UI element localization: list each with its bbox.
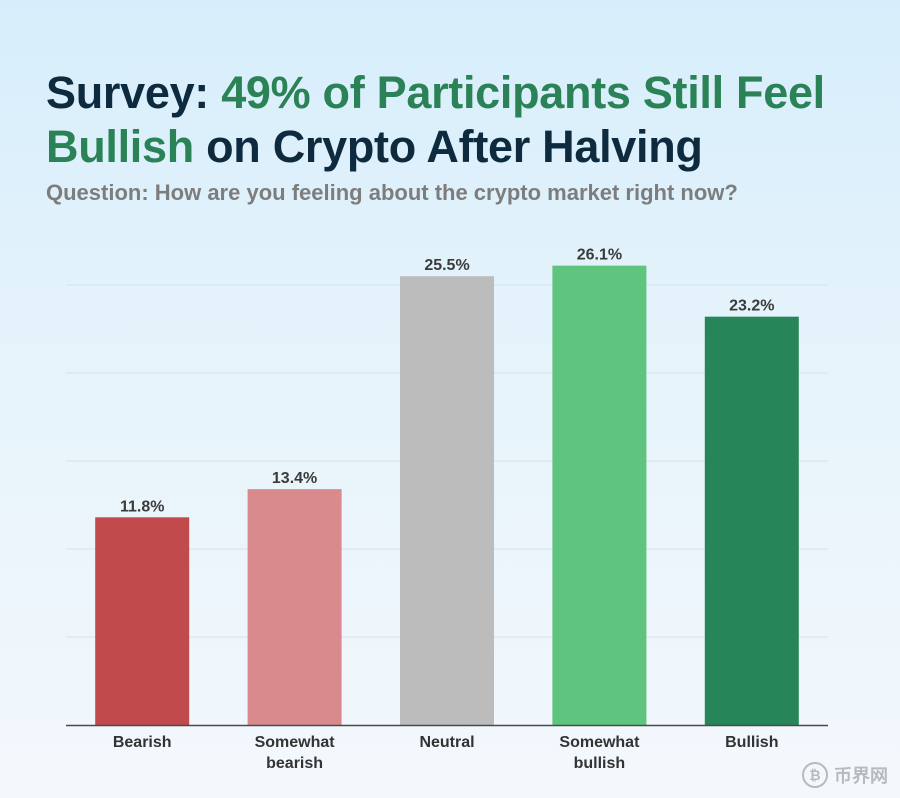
bar [400, 276, 494, 725]
chart-subtitle: Question: How are you feeling about the … [46, 180, 738, 205]
chart-title: Survey: 49% of Participants Still Feel B… [46, 66, 876, 174]
bar-value-label: 13.4% [272, 470, 317, 487]
title-part-1: Survey: [46, 67, 222, 118]
category-label-line2: bearish [266, 755, 323, 772]
category-label: Bearish [113, 734, 172, 751]
bar-value-label: 25.5% [424, 257, 469, 274]
watermark: ₿ 币界网 [802, 762, 888, 788]
bar-series: 11.8% Bearish 13.4% Somewhat bearish 25.5% Neu… [95, 247, 799, 772]
category-label: Bullish [725, 734, 778, 751]
category-label: Somewhat [255, 734, 336, 751]
bar [95, 517, 190, 725]
category-label: Somewhat [559, 734, 640, 751]
bitcoin-icon: ₿ [802, 762, 828, 788]
bar [552, 265, 647, 725]
bar-value-label: 23.2% [729, 298, 774, 315]
title-part-3: on Crypto After Halving [193, 121, 703, 172]
watermark-text: 币界网 [834, 766, 888, 786]
category-label-line2: bullish [574, 755, 626, 772]
bar-value-label: 11.8% [120, 498, 164, 515]
bar [247, 489, 342, 725]
bar [704, 316, 799, 725]
bar-value-label: 26.1% [577, 247, 622, 264]
title-part-accent: 49% of Participants Still Feel Bullish [46, 67, 825, 172]
category-label: Neutral [419, 734, 474, 751]
